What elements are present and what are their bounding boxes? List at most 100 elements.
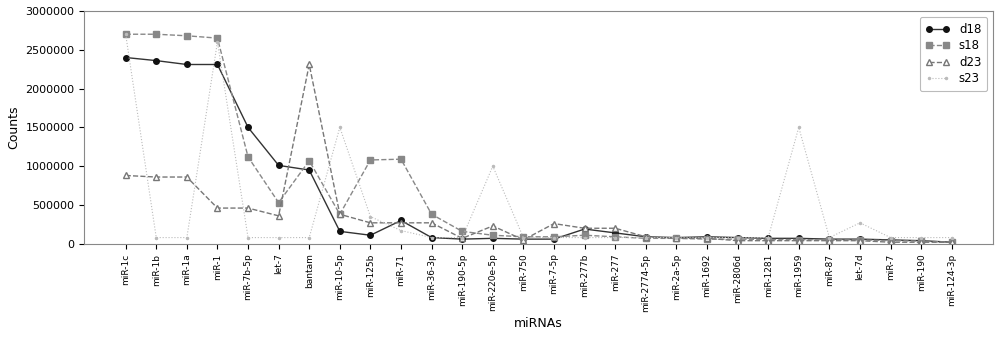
- Line: s23: s23: [124, 32, 954, 240]
- s23: [334, 125, 346, 129]
- d23: [640, 235, 652, 239]
- d18: [548, 237, 560, 241]
- s23: [762, 236, 774, 240]
- s23: [793, 125, 805, 129]
- d23: [120, 174, 132, 178]
- Line: d18: d18: [123, 55, 955, 245]
- X-axis label: miRNAs: miRNAs: [514, 317, 563, 330]
- d23: [854, 239, 866, 243]
- d18: [732, 236, 744, 240]
- d18: [915, 239, 927, 243]
- d23: [915, 240, 927, 244]
- s18: [701, 237, 713, 241]
- s23: [487, 164, 499, 168]
- d23: [273, 214, 285, 218]
- s18: [242, 155, 254, 159]
- d23: [701, 236, 713, 240]
- s18: [211, 36, 223, 40]
- s23: [732, 236, 744, 240]
- d23: [579, 226, 591, 230]
- s18: [732, 237, 744, 241]
- s18: [823, 238, 835, 242]
- d23: [823, 239, 835, 243]
- s23: [548, 236, 560, 240]
- s23: [823, 236, 835, 240]
- s18: [334, 212, 346, 216]
- d23: [150, 175, 162, 179]
- d23: [426, 221, 438, 225]
- s18: [120, 32, 132, 36]
- s18: [150, 32, 162, 36]
- d18: [456, 237, 468, 241]
- Line: s18: s18: [123, 31, 955, 245]
- s23: [303, 236, 315, 240]
- s18: [946, 240, 958, 244]
- s23: [640, 236, 652, 240]
- s23: [946, 236, 958, 240]
- d23: [242, 206, 254, 210]
- s18: [793, 238, 805, 242]
- d18: [762, 236, 774, 240]
- d23: [548, 221, 560, 225]
- d18: [120, 56, 132, 60]
- d23: [670, 236, 682, 240]
- s23: [120, 32, 132, 36]
- s18: [640, 236, 652, 240]
- d23: [395, 221, 407, 225]
- d23: [609, 226, 621, 230]
- d18: [701, 235, 713, 239]
- d18: [823, 237, 835, 241]
- s18: [762, 238, 774, 242]
- d23: [303, 62, 315, 66]
- s23: [242, 236, 254, 240]
- d18: [487, 236, 499, 240]
- d23: [456, 236, 468, 240]
- s18: [395, 157, 407, 161]
- d18: [150, 59, 162, 63]
- s18: [915, 239, 927, 243]
- d18: [640, 235, 652, 239]
- Legend: d18, s18, d23, s23: d18, s18, d23, s23: [920, 17, 987, 91]
- s23: [426, 236, 438, 240]
- d18: [181, 62, 193, 66]
- d18: [793, 236, 805, 240]
- s23: [609, 236, 621, 240]
- d18: [426, 236, 438, 240]
- d23: [793, 239, 805, 243]
- s18: [364, 158, 376, 162]
- d18: [609, 231, 621, 235]
- s18: [609, 235, 621, 239]
- d23: [885, 240, 897, 244]
- s23: [181, 236, 193, 240]
- d23: [732, 239, 744, 243]
- s23: [579, 236, 591, 240]
- d23: [946, 240, 958, 244]
- d23: [181, 175, 193, 179]
- d23: [334, 212, 346, 216]
- d23: [211, 206, 223, 210]
- s23: [364, 215, 376, 219]
- d23: [762, 239, 774, 243]
- d18: [517, 237, 529, 241]
- s18: [303, 159, 315, 163]
- s23: [854, 221, 866, 225]
- s18: [885, 239, 897, 243]
- d18: [946, 240, 958, 244]
- s18: [548, 235, 560, 239]
- s18: [517, 235, 529, 239]
- d18: [854, 237, 866, 241]
- s23: [395, 228, 407, 233]
- d18: [885, 238, 897, 242]
- s23: [670, 236, 682, 240]
- d18: [211, 62, 223, 66]
- d23: [364, 221, 376, 225]
- Line: d23: d23: [123, 62, 955, 245]
- s23: [885, 236, 897, 240]
- s23: [211, 40, 223, 44]
- s23: [915, 236, 927, 240]
- s23: [456, 236, 468, 240]
- s23: [150, 236, 162, 240]
- s18: [854, 238, 866, 242]
- d18: [242, 125, 254, 129]
- s18: [456, 229, 468, 234]
